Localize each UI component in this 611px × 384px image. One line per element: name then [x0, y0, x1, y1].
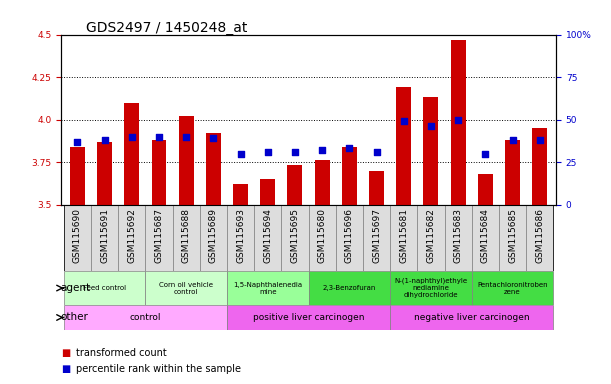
Text: GSM115682: GSM115682 — [426, 208, 436, 263]
Text: GSM115684: GSM115684 — [481, 208, 490, 263]
Bar — [445, 205, 472, 271]
Bar — [451, 40, 466, 205]
Text: GSM115693: GSM115693 — [236, 208, 245, 263]
Text: GSM115695: GSM115695 — [290, 208, 299, 263]
Point — [100, 137, 109, 143]
Point — [453, 116, 463, 122]
Bar — [200, 205, 227, 271]
Text: negative liver carcinogen: negative liver carcinogen — [414, 313, 530, 322]
Bar — [397, 87, 411, 205]
Bar — [172, 205, 200, 271]
Bar — [472, 205, 499, 271]
Bar — [70, 147, 85, 205]
Point — [508, 137, 518, 143]
Bar — [499, 205, 526, 271]
Text: Feed control: Feed control — [83, 285, 126, 291]
Bar — [233, 184, 248, 205]
Bar — [315, 161, 329, 205]
Text: GSM115690: GSM115690 — [73, 208, 82, 263]
Text: control: control — [130, 313, 161, 322]
Text: GSM115697: GSM115697 — [372, 208, 381, 263]
Point — [208, 135, 218, 141]
Text: GSM115689: GSM115689 — [209, 208, 218, 263]
Text: GSM115685: GSM115685 — [508, 208, 517, 263]
Text: N-(1-naphthyl)ethyle
nediamine
dihydrochloride: N-(1-naphthyl)ethyle nediamine dihydroch… — [394, 278, 467, 298]
Point — [290, 149, 300, 155]
Point — [535, 137, 544, 143]
Text: GSM115681: GSM115681 — [399, 208, 408, 263]
Text: agent: agent — [60, 283, 90, 293]
Text: GSM115694: GSM115694 — [263, 208, 273, 263]
Text: transformed count: transformed count — [76, 348, 167, 358]
Bar — [417, 205, 445, 271]
Text: Corn oil vehicle
control: Corn oil vehicle control — [159, 281, 213, 295]
Text: GSM115691: GSM115691 — [100, 208, 109, 263]
Bar — [64, 205, 91, 271]
Point — [236, 151, 246, 157]
Bar — [124, 103, 139, 205]
Bar — [260, 179, 275, 205]
Point — [399, 118, 409, 124]
Bar — [369, 170, 384, 205]
Bar — [342, 147, 357, 205]
Bar — [281, 205, 309, 271]
Bar — [309, 205, 336, 271]
Text: percentile rank within the sample: percentile rank within the sample — [76, 364, 241, 374]
Bar — [336, 205, 363, 271]
Bar — [227, 205, 254, 271]
Text: positive liver carcinogen: positive liver carcinogen — [253, 313, 364, 322]
Bar — [254, 205, 281, 271]
Bar — [363, 205, 390, 271]
Bar — [526, 205, 554, 271]
Bar — [532, 128, 547, 205]
Point — [345, 146, 354, 152]
Bar — [118, 205, 145, 271]
Text: ■: ■ — [61, 364, 70, 374]
Bar — [390, 305, 554, 330]
Text: GSM115680: GSM115680 — [318, 208, 327, 263]
Bar — [64, 305, 227, 330]
Bar — [145, 205, 172, 271]
Point — [371, 149, 381, 155]
Point — [154, 134, 164, 140]
Bar — [64, 271, 145, 305]
Bar — [505, 140, 520, 205]
Bar — [97, 142, 112, 205]
Text: Pentachloronitroben
zene: Pentachloronitroben zene — [477, 281, 548, 295]
Text: GDS2497 / 1450248_at: GDS2497 / 1450248_at — [86, 21, 247, 35]
Point — [263, 149, 273, 155]
Point — [426, 123, 436, 129]
Bar — [309, 271, 390, 305]
Bar — [478, 174, 493, 205]
Text: GSM115683: GSM115683 — [453, 208, 463, 263]
Bar — [227, 271, 309, 305]
Bar — [178, 116, 194, 205]
Bar — [145, 271, 227, 305]
Point — [127, 134, 137, 140]
Text: GSM115692: GSM115692 — [127, 208, 136, 263]
Text: GSM115696: GSM115696 — [345, 208, 354, 263]
Point — [317, 147, 327, 153]
Bar — [227, 305, 390, 330]
Bar — [91, 205, 118, 271]
Point — [181, 134, 191, 140]
Text: 2,3-Benzofuran: 2,3-Benzofuran — [323, 285, 376, 291]
Bar — [390, 205, 417, 271]
Bar — [390, 271, 472, 305]
Bar — [206, 133, 221, 205]
Point — [480, 151, 490, 157]
Text: ■: ■ — [61, 348, 70, 358]
Bar — [423, 98, 439, 205]
Text: GSM115688: GSM115688 — [181, 208, 191, 263]
Point — [73, 139, 82, 145]
Text: other: other — [60, 313, 89, 323]
Bar — [288, 166, 302, 205]
Bar — [152, 140, 166, 205]
Text: 1,5-Naphthalenedia
mine: 1,5-Naphthalenedia mine — [233, 281, 302, 295]
Text: GSM115687: GSM115687 — [155, 208, 164, 263]
Text: GSM115686: GSM115686 — [535, 208, 544, 263]
Bar — [472, 271, 554, 305]
